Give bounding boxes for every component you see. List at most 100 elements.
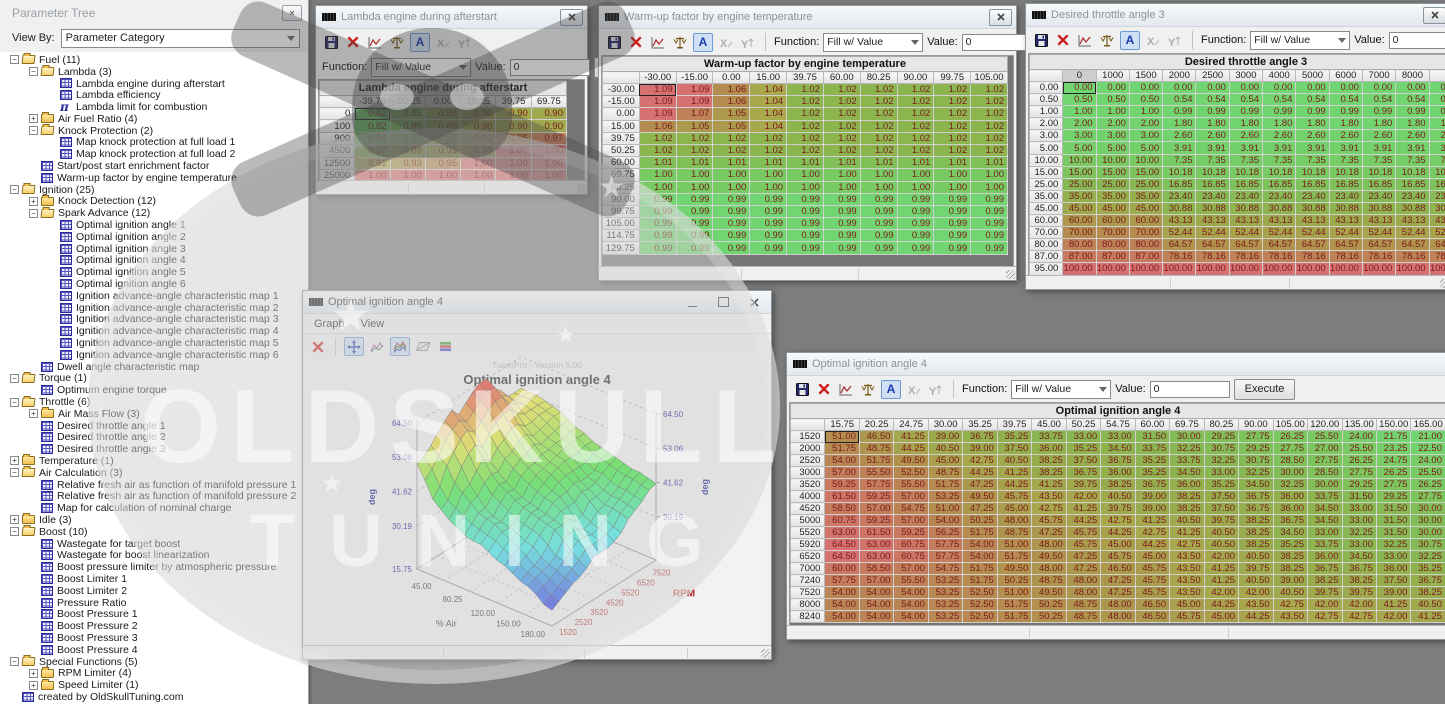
cell[interactable]: 1.06 <box>712 82 751 97</box>
cell[interactable]: 0.99 <box>712 192 751 206</box>
save-icon[interactable] <box>1032 32 1050 49</box>
column-header[interactable]: 8000 <box>1395 69 1430 82</box>
cell[interactable]: 10.00 <box>1095 153 1130 167</box>
titlebar[interactable]: Optimal ignition angle 4 <box>787 353 1445 376</box>
cell[interactable]: 33.75 <box>1031 430 1067 443</box>
pan-icon[interactable] <box>344 337 364 356</box>
cell[interactable]: 1.06 <box>712 95 751 109</box>
cell[interactable]: 1.00 <box>786 180 824 194</box>
row-header[interactable]: 4000 <box>790 490 826 503</box>
cell[interactable]: 43.13 <box>1195 214 1230 228</box>
row-header[interactable]: 129.75 <box>602 241 640 255</box>
cell[interactable]: 3.91 <box>1395 141 1430 155</box>
cell[interactable]: 45.75 <box>1169 610 1205 623</box>
save-icon[interactable] <box>322 34 340 51</box>
cell[interactable]: 33.75 <box>1307 490 1343 503</box>
cell[interactable]: 42.00 <box>1203 586 1240 599</box>
cell[interactable]: 1.02 <box>786 95 824 109</box>
cell[interactable]: 0.00 <box>1195 80 1230 95</box>
cell[interactable]: 32.25 <box>1410 550 1445 563</box>
cell[interactable]: 1.04 <box>749 107 788 121</box>
column-header[interactable]: -39.75 <box>354 95 391 108</box>
cell[interactable]: 60.75 <box>893 550 929 563</box>
tree-item[interactable]: − Torque (1) <box>8 372 308 384</box>
cell[interactable]: 1.00 <box>495 156 532 170</box>
cell[interactable]: 0.99 <box>712 241 751 255</box>
cell[interactable]: 1.01 <box>933 156 972 170</box>
cell[interactable]: 1.02 <box>933 107 972 121</box>
cell[interactable]: 1.80 <box>1395 117 1430 131</box>
row-header[interactable]: 3000 <box>790 466 826 479</box>
cell[interactable]: 58.50 <box>824 502 860 515</box>
cell[interactable]: 7.35 <box>1395 153 1430 167</box>
cell[interactable]: 1.00 <box>933 180 972 194</box>
column-header[interactable]: 39.75 <box>786 71 824 84</box>
cell[interactable]: 36.75 <box>1272 514 1309 527</box>
cell[interactable]: 3.91 <box>1228 141 1264 155</box>
tree-item[interactable]: Start/post start enrichment factor <box>8 160 308 172</box>
cell[interactable]: 0.99 <box>859 229 898 243</box>
cell[interactable]: 7.35 <box>1228 153 1264 167</box>
cell[interactable]: 38.25 <box>1100 478 1136 491</box>
cell[interactable]: 41.25 <box>1134 514 1171 527</box>
tree-item[interactable]: Boost Limiter 1 <box>8 573 308 585</box>
cell[interactable]: 1.02 <box>712 131 751 145</box>
cell[interactable]: 32.25 <box>1238 466 1274 479</box>
cell[interactable]: 52.50 <box>962 598 998 611</box>
cell[interactable]: 1.02 <box>933 131 972 145</box>
cell[interactable]: 61.50 <box>824 490 860 503</box>
row-header[interactable]: 95.00 <box>1029 262 1064 275</box>
plane-slice-icon[interactable] <box>414 338 432 355</box>
cell[interactable]: 40.50 <box>1410 598 1445 611</box>
cell[interactable]: 3.91 <box>1328 141 1363 155</box>
cell[interactable]: 1.09 <box>638 95 677 109</box>
cell[interactable]: 43.13 <box>1228 214 1264 228</box>
function-select[interactable]: Fill w/ Value <box>1250 30 1351 50</box>
cell[interactable]: 33.00 <box>1307 526 1343 539</box>
cell[interactable]: 47.25 <box>1065 562 1102 575</box>
collapse-icon[interactable]: − <box>10 185 19 195</box>
cell[interactable]: 100.00 <box>1062 262 1097 275</box>
tree-item[interactable]: Boost Pressure 2 <box>8 620 308 632</box>
collapse-icon[interactable]: − <box>10 527 19 537</box>
cell[interactable]: 40.50 <box>1203 526 1240 539</box>
column-header[interactable]: 105.00 <box>1272 418 1309 431</box>
close-icon[interactable]: ✕ <box>282 5 302 21</box>
cell[interactable]: 80.00 <box>1128 238 1164 252</box>
collapse-icon[interactable]: − <box>10 373 19 383</box>
cell[interactable]: 0.99 <box>638 241 677 255</box>
cell[interactable]: 0.99 <box>675 217 714 231</box>
cell[interactable]: 2.60 <box>1228 129 1264 143</box>
cell[interactable]: 56.25 <box>927 526 964 539</box>
value-input[interactable]: 0 <box>1388 31 1445 49</box>
cell[interactable]: 64.57 <box>1228 238 1264 252</box>
cell[interactable]: 35.00 <box>1062 189 1097 203</box>
tree-item[interactable]: Relative fresh air as function of manifo… <box>8 490 308 502</box>
row-header[interactable]: 8240 <box>790 610 826 623</box>
row-header[interactable]: 5520 <box>790 526 826 539</box>
cell[interactable]: 1.02 <box>638 131 677 145</box>
tree-item[interactable]: Relative fresh air as function of manifo… <box>8 479 308 491</box>
cell[interactable]: 36.75 <box>1238 502 1274 515</box>
cell[interactable]: 1.02 <box>896 95 935 109</box>
compare-scales-icon[interactable] <box>859 381 877 398</box>
cell[interactable]: 30.00 <box>1410 502 1445 515</box>
cell[interactable]: 48.00 <box>1031 538 1067 551</box>
cell[interactable]: 10.18 <box>1395 165 1430 179</box>
cell[interactable]: 10.00 <box>1062 153 1097 167</box>
row-header[interactable]: 69.75 <box>602 168 640 182</box>
cell[interactable]: 23.25 <box>1375 442 1412 455</box>
cell[interactable]: 52.50 <box>893 466 929 479</box>
cell[interactable]: 100.00 <box>1328 262 1363 275</box>
cell[interactable]: 64.57 <box>1195 238 1230 252</box>
font-icon[interactable]: A <box>693 32 713 52</box>
cell[interactable]: 1.02 <box>786 107 824 121</box>
cell[interactable]: 33.00 <box>1341 502 1377 515</box>
cell[interactable]: 27.75 <box>1410 490 1445 503</box>
cell[interactable]: 7.35 <box>1262 153 1297 167</box>
cell[interactable]: 38.25 <box>1410 586 1445 599</box>
tree-item[interactable]: − Lambda (3) <box>8 66 308 78</box>
cell[interactable]: 46.50 <box>858 430 895 443</box>
tree-item[interactable]: Lambda efficiency <box>8 89 308 101</box>
cell[interactable]: 0.99 <box>896 192 935 206</box>
